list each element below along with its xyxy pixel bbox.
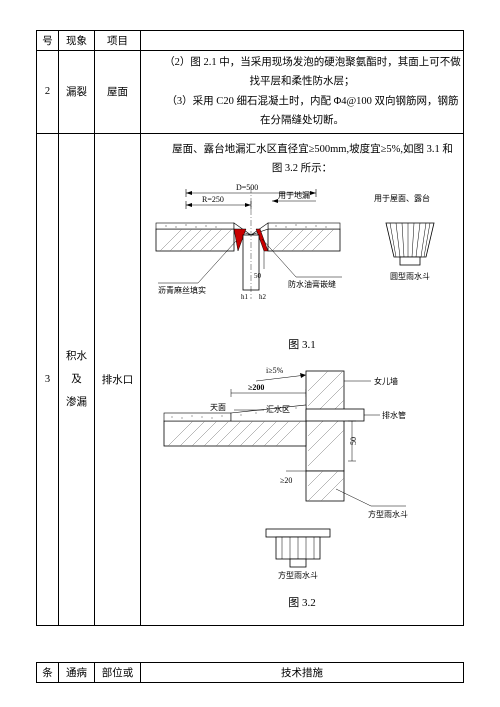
hdr-cont: [141, 31, 464, 51]
row2-p1: （2）图 2.1 中，当采用现场发泡的硬泡聚氨酯时，其面上可不做找平层和柔性防水…: [143, 53, 461, 92]
row-2: 2 漏裂 屋面 （2）图 2.1 中，当采用现场发泡的硬泡聚氨酯时，其面上可不做…: [37, 51, 464, 134]
hdr-phen: 现象: [59, 31, 95, 51]
parapet-label: 女儿墙: [374, 376, 398, 386]
hdr-item: 项目: [95, 31, 141, 51]
ft-c1: 条: [37, 663, 59, 683]
fig31-svg: D=500 R=250 用于地漏: [146, 179, 458, 324]
ft-c4: 技术措施: [141, 663, 464, 683]
row3-item: 排水口: [95, 133, 141, 625]
row3-content: 屋面、露台地漏汇水区直径宜≥500mm,坡度宜≥5%,如图 3.1 和图 3.2…: [141, 133, 464, 625]
fig31-caption: 图 3.1: [145, 335, 459, 355]
square-drain-label: 方型雨水斗: [368, 509, 408, 519]
asphalt-fill: 沥青麻丝填实: [158, 285, 206, 295]
row-3: 3 积水 及 渗漏 排水口 屋面、露台地漏汇水区直径宜≥500mm,坡度宜≥5%…: [37, 133, 464, 625]
row3-phen-l3: 渗漏: [61, 391, 92, 414]
square-drain-caption: 方型雨水斗: [278, 570, 318, 580]
waterproof-seam: 防水油膏嵌缝: [288, 279, 336, 289]
square-drain-icon: [266, 529, 330, 567]
row3-phen-l2: 及: [61, 368, 92, 391]
figure-3-2: i≥5% ≥200: [145, 361, 459, 588]
row2-p2: （3）采用 C20 细石混凝土时，内配 Φ4@100 双向钢筋网，钢筋在分隔缝处…: [143, 92, 461, 131]
h1: h1: [241, 293, 249, 301]
round-drain-icon: [386, 223, 434, 265]
row2-item: 屋面: [95, 51, 141, 134]
drain-pipe: 排水管: [382, 410, 406, 420]
row2-content: （2）图 2.1 中，当采用现场发泡的硬泡聚氨酯时，其面上可不做找平层和柔性防水…: [141, 51, 464, 134]
row2-num: 2: [37, 51, 59, 134]
fig32-svg: i≥5% ≥200: [146, 361, 458, 581]
row2-phen: 漏裂: [59, 51, 95, 134]
roof-surface: 天面: [210, 403, 226, 412]
header-row: 号 现象 项目: [37, 31, 464, 51]
catchment: 汇水区: [266, 404, 290, 414]
v50: 50: [349, 437, 358, 445]
row3-phen-l1: 积水: [61, 345, 92, 368]
slope-label: i≥5%: [266, 366, 284, 375]
use-drain-label: 用于地漏: [278, 190, 310, 200]
figure-3-1: D=500 R=250 用于地漏: [145, 179, 459, 331]
r250-label: R=250: [202, 195, 224, 204]
h2: h2: [259, 293, 267, 301]
d500-label: D=500: [236, 183, 258, 192]
row3-phen: 积水 及 渗漏: [59, 133, 95, 625]
round-drain-label: 圆型雨水斗: [390, 271, 430, 281]
footer-table: 条 通病 部位或 技术措施: [36, 662, 464, 683]
dim50: 50: [254, 272, 262, 280]
ft-c2: 通病: [59, 663, 95, 683]
ft-c3: 部位或: [95, 663, 141, 683]
main-table: 号 现象 项目 2 漏裂 屋面 （2）图 2.1 中，当采用现场发泡的硬泡聚氨酯…: [36, 30, 464, 626]
row3-num: 3: [37, 133, 59, 625]
fig32-caption: 图 3.2: [145, 593, 459, 613]
hdr-num: 号: [37, 31, 59, 51]
row3-intro: 屋面、露台地漏汇水区直径宜≥500mm,坡度宜≥5%,如图 3.1 和图 3.2…: [145, 140, 459, 179]
ge200: ≥200: [248, 383, 264, 392]
use-roof: 用于屋面、露台: [374, 193, 430, 203]
ge20: ≥20: [280, 476, 292, 485]
